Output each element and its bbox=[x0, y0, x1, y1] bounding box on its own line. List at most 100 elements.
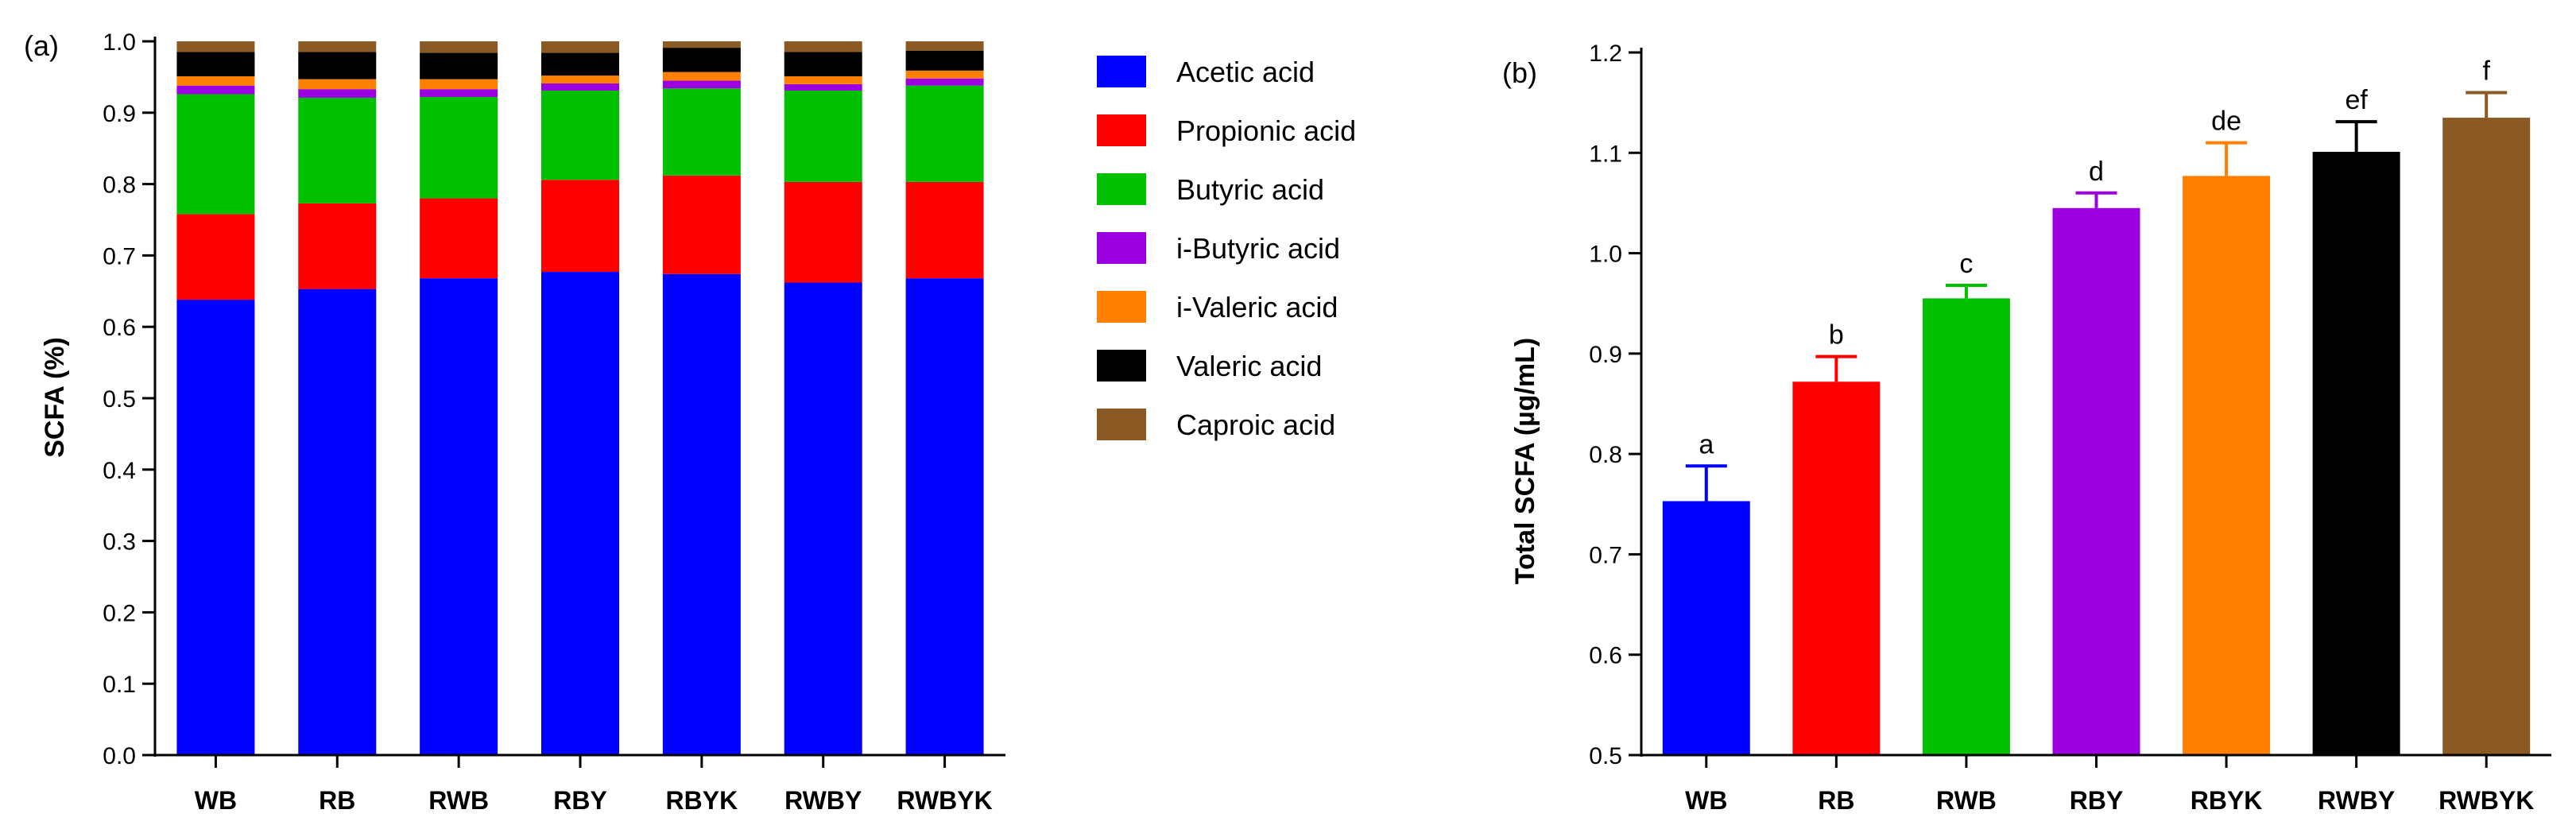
y-tick-label: 0.1 bbox=[103, 672, 136, 698]
x-tick-label: RWB bbox=[1936, 786, 1997, 815]
stacked-bar-segment bbox=[298, 289, 377, 756]
panel-a-axes: WB RB RWB RBY RBYK RWBY RWBYK 0.0 0.1 0.2 0.3 0.4 0.… bbox=[103, 29, 1005, 815]
stacked-bar-segment bbox=[176, 52, 255, 77]
y-tick-label: 0.9 bbox=[103, 101, 136, 127]
significance-letter: f bbox=[2482, 56, 2490, 87]
stacked-bar-segment bbox=[905, 181, 984, 279]
stacked-bar-segment bbox=[905, 85, 984, 182]
stacked-bar-segment bbox=[905, 41, 984, 51]
stacked-bar-segment bbox=[298, 203, 377, 289]
y-tick-label: 1.1 bbox=[1589, 141, 1622, 167]
legend-swatch bbox=[1097, 56, 1146, 87]
legend-swatch bbox=[1097, 291, 1146, 323]
bar bbox=[1792, 382, 1881, 755]
significance-letter: de bbox=[2211, 107, 2241, 137]
y-tick-label: 0.2 bbox=[103, 600, 136, 626]
bar bbox=[2312, 152, 2400, 756]
stacked-bar-segment bbox=[298, 79, 377, 90]
panel-b-y-axis-title: Total SCFA (µg/mL) bbox=[1510, 338, 1540, 584]
legend-swatch bbox=[1097, 114, 1146, 146]
stacked-bar-segment bbox=[541, 83, 619, 91]
stacked-bar-segment bbox=[176, 85, 255, 95]
legend: Acetic acid Propionic acid Butyric acid i-B… bbox=[1097, 56, 1356, 441]
legend-swatch bbox=[1097, 409, 1146, 440]
stacked-bar-segment bbox=[176, 94, 255, 215]
legend-swatch bbox=[1097, 173, 1146, 205]
legend-entry-label: i-Butyric acid bbox=[1176, 232, 1340, 265]
panel-a-stacked-chart: (a) WB RB RWB RBY RBYK RWBY RWBYK 0.0 0.1 0.2 0.3 0… bbox=[24, 29, 1005, 815]
x-tick-label: RB bbox=[1818, 786, 1854, 815]
y-tick-label: 0.5 bbox=[103, 386, 136, 413]
stacked-bar-segment bbox=[541, 180, 619, 273]
y-tick-label: 1.2 bbox=[1589, 41, 1622, 67]
panel-b-label: (b) bbox=[1502, 56, 1537, 89]
stacked-bar-segment bbox=[905, 70, 984, 79]
x-tick-label: RBY bbox=[2070, 786, 2124, 815]
stacked-bar-segment bbox=[662, 41, 741, 48]
stacked-bar-segment bbox=[298, 97, 377, 203]
panel-a-bars bbox=[176, 41, 984, 756]
y-tick-label: 0.7 bbox=[103, 243, 136, 269]
bar bbox=[2442, 118, 2531, 756]
significance-letter: c bbox=[1959, 249, 1973, 279]
stacked-bar-segment bbox=[420, 41, 498, 53]
stacked-bar-segment bbox=[176, 300, 255, 755]
stacked-bar-segment bbox=[541, 272, 619, 756]
stacked-bar-segment bbox=[662, 72, 741, 81]
stacked-bar-segment bbox=[541, 90, 619, 180]
legend-entry-label: Butyric acid bbox=[1176, 173, 1324, 206]
y-tick-label: 0.0 bbox=[103, 743, 136, 769]
stacked-bar-segment bbox=[905, 50, 984, 71]
y-tick-label: 0.5 bbox=[1589, 743, 1622, 769]
y-tick-label: 1.0 bbox=[103, 29, 136, 56]
legend-swatch bbox=[1097, 350, 1146, 382]
stacked-bar-segment bbox=[420, 97, 498, 199]
stacked-bar-segment bbox=[784, 76, 862, 84]
stacked-bar-segment bbox=[420, 52, 498, 79]
x-tick-label: RWBY bbox=[2318, 786, 2395, 815]
significance-letter: a bbox=[1699, 429, 1714, 459]
legend-entry-label: Valeric acid bbox=[1176, 350, 1322, 382]
stacked-bar-segment bbox=[541, 52, 619, 76]
x-tick-label: RWB bbox=[428, 786, 489, 815]
stacked-bar-segment bbox=[662, 80, 741, 89]
stacked-bar-segment bbox=[420, 198, 498, 279]
y-tick-label: 0.6 bbox=[103, 315, 136, 341]
stacked-bar-segment bbox=[784, 41, 862, 52]
stacked-bar-segment bbox=[662, 175, 741, 274]
x-tick-label: RWBYK bbox=[2438, 786, 2534, 815]
y-tick-label: 0.8 bbox=[103, 172, 136, 199]
legend-entry-label: Propionic acid bbox=[1176, 114, 1356, 147]
y-tick-label: 0.4 bbox=[103, 458, 136, 484]
legend-swatch bbox=[1097, 232, 1146, 264]
x-tick-label: RBYK bbox=[2191, 786, 2263, 815]
stacked-bar-segment bbox=[905, 78, 984, 86]
y-tick-label: 1.0 bbox=[1589, 242, 1622, 268]
panel-b-bar-chart: (b) a b c d de ef f WB RB RWB RBY RBYK RWBY RWBYK 0.5… bbox=[1502, 41, 2551, 815]
stacked-bar-segment bbox=[420, 89, 498, 98]
x-tick-label: RWBY bbox=[784, 786, 862, 815]
y-tick-label: 0.9 bbox=[1589, 342, 1622, 368]
significance-letter: d bbox=[2089, 157, 2104, 187]
stacked-bar-segment bbox=[784, 83, 862, 91]
stacked-bar-segment bbox=[662, 48, 741, 72]
x-tick-label: RWBYK bbox=[897, 786, 992, 815]
significance-letter: b bbox=[1829, 320, 1844, 351]
bar bbox=[1922, 298, 2010, 755]
y-tick-label: 0.3 bbox=[103, 529, 136, 556]
panel-b-axes: WB RB RWB RBY RBYK RWBY RWBYK 0.5 0.6 0.7 0.8 0.9 1.… bbox=[1589, 41, 2551, 815]
panel-b-bars: a b c d de ef f bbox=[1662, 56, 2531, 756]
stacked-bar-segment bbox=[176, 214, 255, 300]
panel-a-label: (a) bbox=[24, 29, 59, 62]
stacked-bar-segment bbox=[784, 52, 862, 77]
stacked-bar-segment bbox=[784, 90, 862, 182]
x-tick-label: RBY bbox=[553, 786, 607, 815]
stacked-bar-segment bbox=[662, 273, 741, 755]
x-tick-label: WB bbox=[195, 786, 237, 815]
stacked-bar-segment bbox=[541, 76, 619, 83]
stacked-bar-segment bbox=[298, 52, 377, 79]
stacked-bar-segment bbox=[176, 76, 255, 86]
stacked-bar-segment bbox=[784, 181, 862, 283]
x-tick-label: RB bbox=[319, 786, 355, 815]
legend-entry-label: i-Valeric acid bbox=[1176, 291, 1338, 323]
